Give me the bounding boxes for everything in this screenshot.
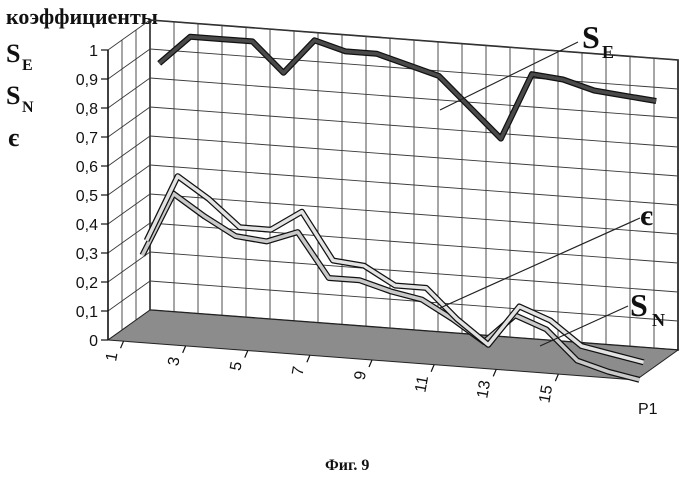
chart-title: коэффициенты <box>6 4 158 29</box>
svg-text:N: N <box>22 99 34 116</box>
x-tick-mark <box>307 355 310 362</box>
chart-walls <box>108 20 678 380</box>
left-label-se: S E <box>6 39 33 74</box>
figure-caption: Фиг. 9 <box>325 457 369 474</box>
x-tick-mark <box>369 360 372 367</box>
floor <box>108 310 678 380</box>
svg-text:E: E <box>22 57 33 74</box>
callout-se: S E <box>582 19 614 62</box>
x-tick-label: 11 <box>412 374 432 393</box>
x-tick-mark <box>183 346 186 353</box>
svg-text:S: S <box>6 39 20 68</box>
x-tick-label: 3 <box>165 356 183 368</box>
side-gridline <box>108 194 150 224</box>
side-gridline <box>108 78 150 108</box>
x-tick-label: 9 <box>352 370 370 382</box>
y-tick-label: 0,5 <box>76 188 98 205</box>
left-label-epsilon: є <box>8 123 19 152</box>
side-gridline <box>108 49 150 79</box>
y-tick-label: 0,6 <box>76 159 98 176</box>
y-tick-label: 0,7 <box>76 130 98 147</box>
side-gridline <box>108 281 150 311</box>
x-tick-mark <box>431 365 434 372</box>
leader-epsilon <box>440 218 640 308</box>
x-tick-mark <box>121 341 124 348</box>
left-label-sn: S N <box>6 81 34 116</box>
svg-text:S: S <box>6 81 20 110</box>
x-tick-mark <box>555 374 558 381</box>
side-gridline <box>108 136 150 166</box>
y-tick-label: 0,3 <box>76 246 98 263</box>
side-gridline <box>108 252 150 282</box>
y-axis: 0 0,1 0,2 0,3 0,4 0,5 0,6 0,7 0,8 0,9 1 <box>76 43 108 350</box>
y-tick-label: 1 <box>89 43 98 60</box>
y-tick-label: 0,1 <box>76 304 98 321</box>
x-tick-label: 13 <box>474 379 494 400</box>
x-tick-label: 15 <box>536 384 556 405</box>
x-tick-mark <box>493 369 496 376</box>
x-tick-mark <box>245 351 248 358</box>
x-tick-label: 7 <box>290 365 308 377</box>
svg-text:E: E <box>602 42 614 62</box>
callout-epsilon: є <box>640 199 653 232</box>
x-tick-label: 5 <box>227 360 245 372</box>
y-tick-label: 0,8 <box>76 101 98 118</box>
y-tick-label: 0,2 <box>76 275 98 292</box>
svg-text:N: N <box>652 310 665 330</box>
y-tick-label: 0,4 <box>76 217 98 234</box>
x-tick-label: 1 <box>103 351 121 363</box>
depth-label: P1 <box>638 401 658 418</box>
svg-text:S: S <box>630 287 648 323</box>
y-tick-label: 0 <box>89 333 98 350</box>
callout-sn: S N <box>630 287 665 330</box>
side-gridline <box>108 107 150 137</box>
y-tick-label: 0,9 <box>76 72 98 89</box>
svg-text:S: S <box>582 19 600 55</box>
side-gridline <box>108 165 150 195</box>
